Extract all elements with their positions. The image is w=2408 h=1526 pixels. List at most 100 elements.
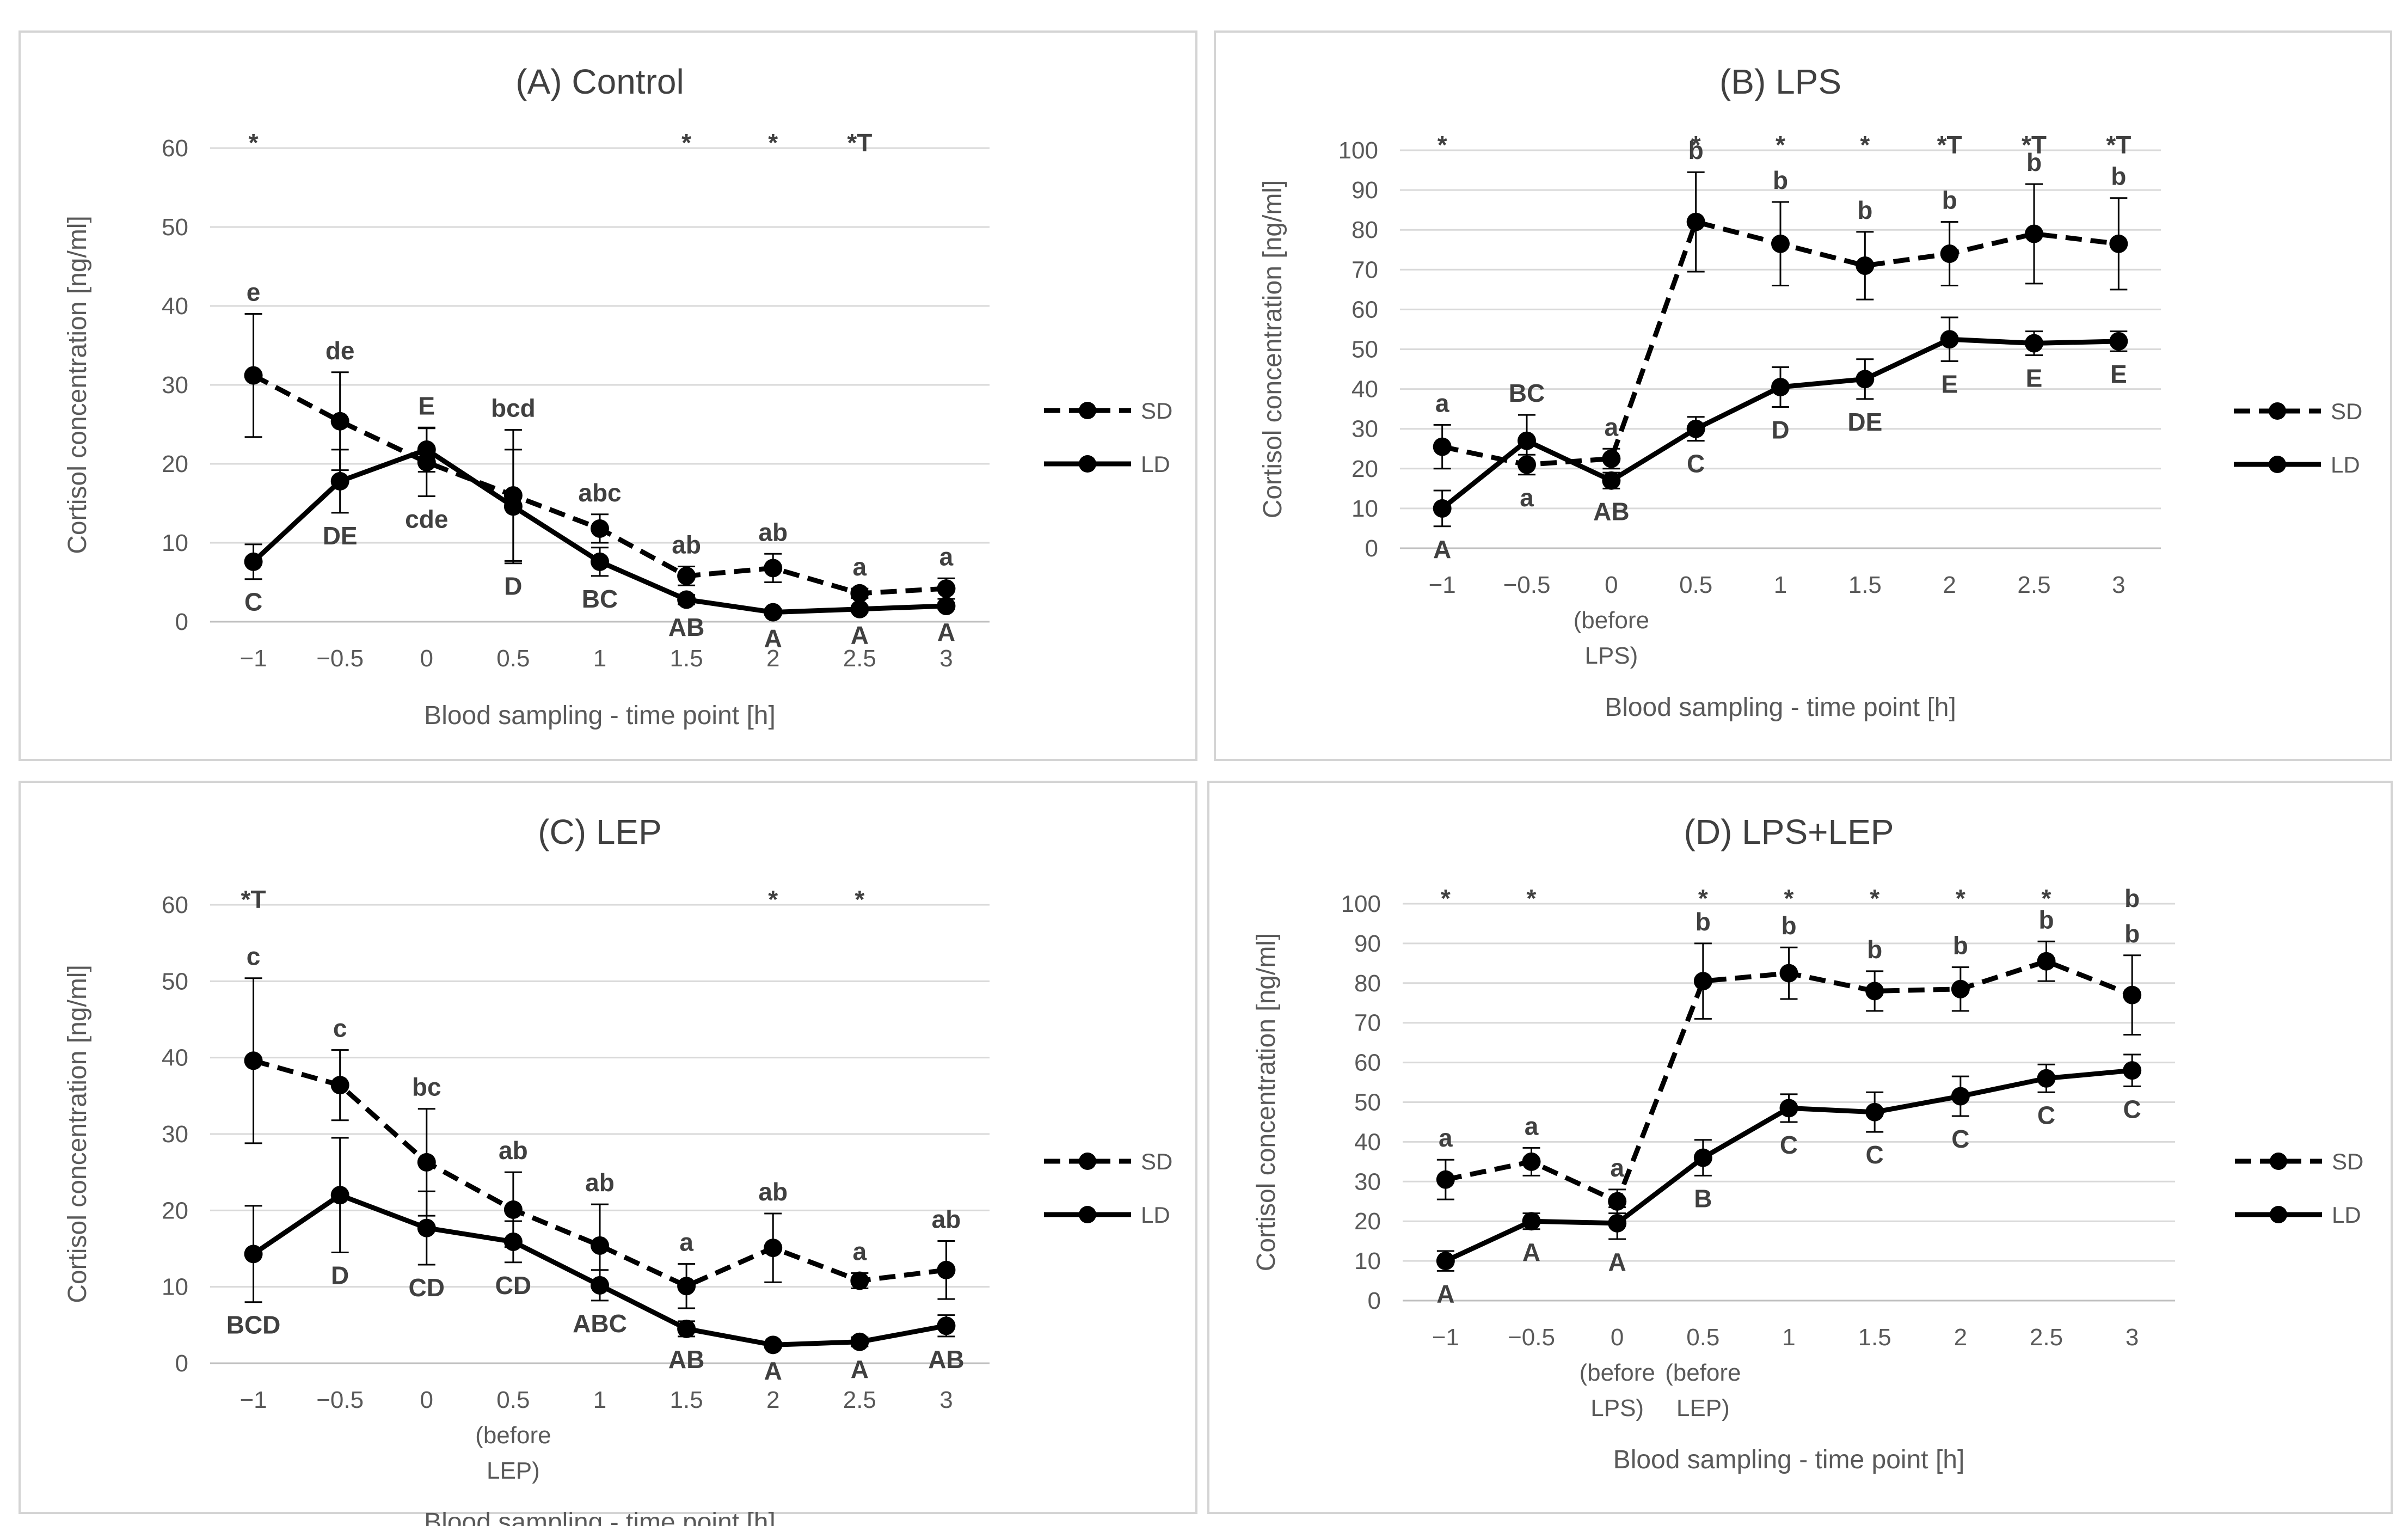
data-point-sd	[330, 1076, 349, 1095]
letter-label-ld: BC	[1509, 379, 1545, 407]
x-tick-label: 2.5	[2017, 572, 2050, 598]
letter-label-sd: a	[1435, 389, 1449, 417]
letter-label-sd: abc	[578, 479, 621, 507]
y-tick-label: 80	[1352, 217, 1378, 243]
x-tick-label: −1	[239, 645, 267, 672]
data-point-ld	[417, 1218, 436, 1237]
y-tick-label: 0	[175, 1350, 188, 1377]
data-point-sd	[244, 1051, 263, 1070]
letter-label-sd: a	[1520, 483, 1534, 512]
y-tick-label: 50	[1352, 336, 1378, 363]
x-tick-label: −1	[239, 1387, 267, 1413]
significance-marker: *	[768, 128, 778, 157]
x-tick-label: −1	[1429, 572, 1456, 598]
data-point-sd	[764, 1239, 783, 1258]
y-tick-label: 20	[1354, 1208, 1381, 1235]
y-tick-label: 10	[162, 1274, 188, 1301]
significance-marker: b	[2124, 884, 2140, 912]
y-tick-label: 40	[1352, 376, 1378, 403]
data-point-ld	[591, 1276, 609, 1295]
legend-marker-ld	[1079, 1206, 1096, 1223]
data-point-ld	[850, 599, 869, 618]
chart-title: (A) Control	[515, 62, 684, 101]
letter-label-sd: a	[679, 1228, 693, 1257]
x-tick-label: 2.5	[843, 1387, 876, 1413]
data-point-sd	[937, 579, 956, 598]
legend-marker-ld	[2270, 1206, 2287, 1223]
data-point-sd	[1433, 437, 1452, 456]
x-tick-note: (before	[1665, 1359, 1741, 1386]
significance-marker: *	[1438, 131, 1447, 159]
legend-marker-ld	[2269, 456, 2286, 473]
x-tick-label: 0	[420, 645, 433, 672]
data-point-ld	[2109, 332, 2128, 351]
data-point-sd	[1608, 1192, 1627, 1211]
data-point-sd	[1865, 982, 1884, 1001]
letter-label-ld: A	[764, 1357, 782, 1385]
letter-label-ld: DE	[323, 522, 358, 550]
letter-label-sd: ab	[672, 531, 701, 559]
data-point-sd	[1940, 244, 1959, 263]
legend-marker-ld	[1079, 455, 1096, 473]
x-tick-label: 2	[1943, 572, 1956, 598]
x-tick-label: 0.5	[1686, 1324, 1719, 1351]
letter-label-ld: A	[764, 624, 782, 652]
significance-marker: *	[249, 128, 259, 157]
x-tick-note: (before	[1574, 607, 1649, 634]
legend-label-ld: LD	[2331, 452, 2360, 477]
x-tick-note: LEP)	[487, 1457, 540, 1484]
x-tick-label: 0	[1605, 572, 1618, 598]
data-point-ld	[1602, 471, 1621, 490]
letter-label-sd: b	[2026, 148, 2042, 176]
chart-title: (D) LPS+LEP	[1684, 812, 1894, 851]
data-point-ld	[677, 1319, 696, 1338]
letter-label-sd: b	[2111, 162, 2126, 191]
x-tick-note: (before	[1579, 1359, 1655, 1386]
data-point-ld	[764, 603, 783, 622]
letter-label-sd: bcd	[491, 394, 536, 422]
chart-panel-lps-lep: (D) LPS+LEP 0 10 20 30 40 50 60 70 80 90 100 −1 −0.5 0…	[1207, 781, 2393, 1514]
data-point-ld	[1433, 499, 1452, 518]
data-point-sd	[1436, 1170, 1455, 1189]
data-point-ld	[417, 440, 436, 459]
y-axis-title: Cortisol concentration [ng/ml]	[1252, 933, 1281, 1272]
letter-label-sd: e	[247, 278, 261, 307]
letter-label-ld: AB	[668, 613, 704, 641]
x-tick-label: 0	[420, 1387, 433, 1413]
x-tick-label: −0.5	[316, 645, 364, 672]
letter-label-sd: b	[1696, 908, 1711, 936]
data-point-sd	[1771, 234, 1790, 253]
letter-label-ld: AB	[668, 1345, 704, 1374]
data-point-sd	[2123, 985, 2142, 1004]
letter-label-ld: A	[1433, 535, 1451, 563]
y-tick-label: 50	[162, 968, 188, 995]
y-tick-label: 20	[1352, 456, 1378, 482]
data-point-ld	[2123, 1061, 2142, 1080]
legend-label-sd: SD	[1141, 1149, 1172, 1174]
x-tick-label: 3	[2126, 1324, 2139, 1351]
letter-label-ld: A	[1608, 1248, 1626, 1276]
x-tick-label: 0.5	[496, 1387, 530, 1413]
y-tick-label: 30	[162, 372, 188, 399]
letter-label-sd: b	[1773, 166, 1788, 194]
letter-label-sd: a	[853, 1237, 867, 1265]
data-point-ld	[503, 497, 523, 516]
legend-marker-sd	[1079, 1153, 1096, 1170]
data-point-ld	[677, 590, 696, 609]
letter-label-sd: cde	[405, 505, 448, 533]
series-line-sd	[253, 1058, 947, 1289]
data-point-ld	[1856, 370, 1875, 389]
letter-label-ld: DE	[1847, 408, 1882, 436]
y-tick-label: 90	[1354, 930, 1381, 957]
data-point-sd	[2037, 952, 2056, 971]
data-point-ld	[1436, 1252, 1455, 1271]
data-point-sd	[503, 1200, 523, 1219]
data-point-ld	[2037, 1069, 2056, 1088]
significance-marker: *T	[847, 128, 872, 157]
x-tick-note: LPS)	[1590, 1395, 1644, 1421]
y-tick-label: 70	[1352, 256, 1378, 283]
letter-label-ld: E	[2110, 360, 2127, 388]
legend-marker-sd	[2270, 1153, 2287, 1170]
letter-label-sd: c	[333, 1014, 347, 1043]
letter-label-sd: c	[247, 942, 261, 971]
